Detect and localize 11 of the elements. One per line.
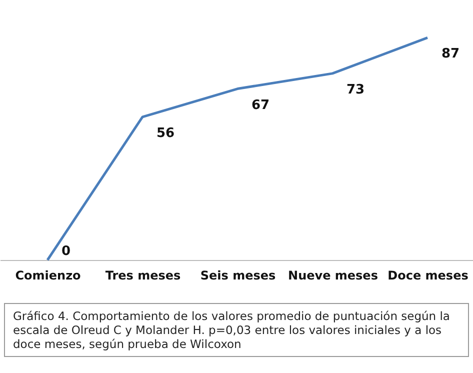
data-label: 67 — [252, 98, 270, 113]
x-tick-label: Tres meses — [105, 268, 181, 282]
text: Gráfico 4. Comportamiento de los valores promedio de puntuación según la escala de Olreud C y Molander H. p=0,03 entre los valores iniciales y a los doce meses, según prueba de Wilcoxon — [4, 303, 469, 357]
data-label: 73 — [346, 82, 365, 98]
x-tick-label: Nueve meses — [288, 268, 378, 282]
x-tick-label: Comienzo — [15, 268, 81, 282]
data-label: 56 — [156, 126, 175, 141]
x-tick-label: Seis meses — [200, 268, 276, 282]
data-label: 0 — [62, 244, 71, 259]
data-label: 87 — [442, 46, 460, 62]
x-tick-label: Doce meses — [388, 268, 468, 282]
